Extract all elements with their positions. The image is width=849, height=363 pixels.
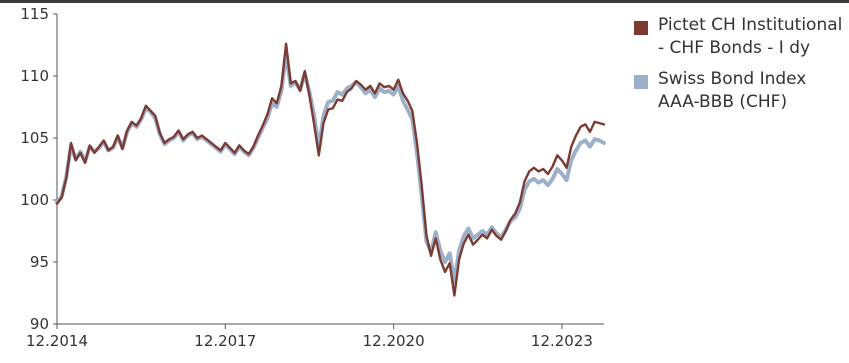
y-tick-label: 105: [20, 129, 49, 147]
top-rule: [0, 0, 849, 3]
y-tick-label: 100: [20, 191, 49, 209]
x-tick-label: 12.2017: [194, 332, 256, 350]
x-axis: 12.2014 12.2017 12.2020 12.2023: [26, 323, 604, 350]
legend-item-pictet: Pictet CH Institutional - CHF Bonds - I …: [634, 14, 846, 60]
x-tick-label: 12.2023: [531, 332, 593, 350]
x-tick-label: 12.2014: [26, 332, 88, 350]
legend-item-swiss-bond-index: Swiss Bond Index AAA-BBB (CHF): [634, 68, 846, 114]
legend-label-pictet: Pictet CH Institutional - CHF Bonds - I …: [658, 15, 843, 58]
series-line-swiss-bond-index: [55, 51, 606, 284]
y-tick-label: 90: [30, 315, 49, 333]
legend: Pictet CH Institutional - CHF Bonds - I …: [634, 14, 846, 122]
series-layer: [55, 42, 606, 297]
y-tick-label: 115: [20, 5, 49, 23]
y-axis: 90 95 100 105 110 115: [20, 5, 58, 333]
y-tick-label: 95: [30, 253, 49, 271]
legend-swatch-pictet: [634, 21, 648, 35]
x-tick-label: 12.2020: [363, 332, 425, 350]
series-line-pictet: [55, 42, 606, 297]
legend-swatch-swiss-bond-index: [634, 75, 648, 89]
legend-label-swiss-bond-index: Swiss Bond Index AAA-BBB (CHF): [658, 69, 807, 112]
y-tick-label: 110: [20, 67, 49, 85]
